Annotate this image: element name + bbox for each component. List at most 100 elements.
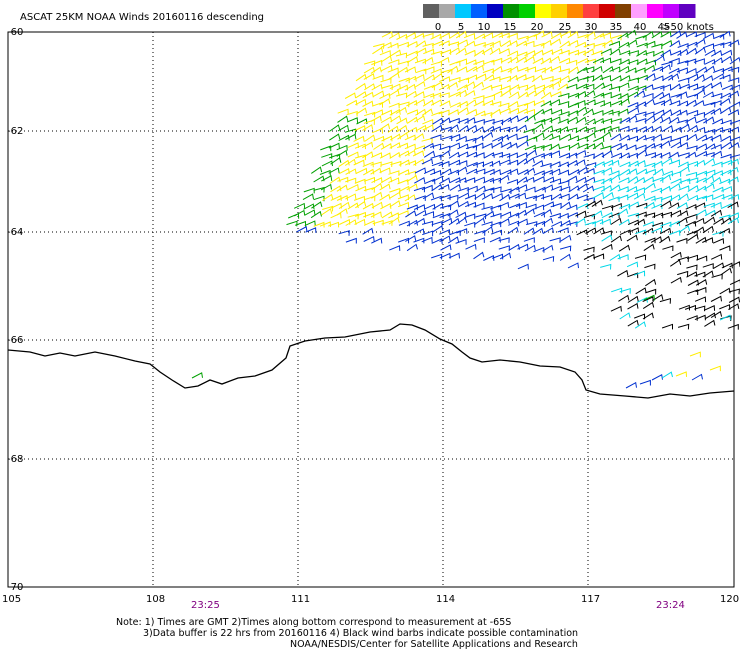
wind-barb xyxy=(687,290,697,295)
wind-barb xyxy=(634,194,645,200)
wind-barb xyxy=(498,203,509,208)
wind-barb xyxy=(501,41,511,47)
legend-swatch xyxy=(615,4,632,18)
wind-barb xyxy=(703,117,714,123)
wind-barb xyxy=(696,67,707,73)
legend-label: 5 xyxy=(458,22,464,33)
wind-barb xyxy=(465,41,475,47)
wind-barb xyxy=(704,306,715,311)
wind-barb xyxy=(676,372,687,377)
wind-barb xyxy=(482,222,492,227)
wind-barb xyxy=(645,183,656,189)
wind-barb xyxy=(345,93,356,98)
wind-barb xyxy=(348,185,359,190)
wind-barb xyxy=(550,39,560,45)
wind-barb xyxy=(533,205,544,210)
wind-barb xyxy=(651,44,662,49)
wind-barb xyxy=(730,280,740,285)
wind-barb xyxy=(593,254,603,259)
wind-barb xyxy=(643,52,654,57)
wind-barb xyxy=(686,265,697,270)
wind-barb xyxy=(396,53,407,58)
wind-barb xyxy=(660,85,671,90)
wind-barb xyxy=(600,146,611,151)
wind-barb xyxy=(415,69,425,74)
wind-barb xyxy=(541,164,552,169)
wind-barb xyxy=(304,188,314,193)
wind-barb xyxy=(585,91,595,97)
wind-barb xyxy=(430,144,441,149)
wind-barb xyxy=(671,253,682,258)
wind-barb xyxy=(466,75,477,80)
wind-barb xyxy=(636,288,647,294)
wind-barb xyxy=(559,58,570,63)
wind-barb xyxy=(585,222,596,227)
wind-barb xyxy=(405,171,415,176)
legend-swatch xyxy=(647,4,664,18)
wind-barb xyxy=(414,116,424,122)
wind-barb xyxy=(492,33,503,38)
wind-barb xyxy=(507,34,517,39)
wind-barb xyxy=(696,119,707,124)
wind-barb xyxy=(559,51,569,56)
wind-barb xyxy=(491,187,502,192)
wind-barb xyxy=(730,262,740,267)
wind-barb xyxy=(476,74,487,79)
legend-swatch xyxy=(455,4,472,18)
wind-barb xyxy=(721,155,731,160)
wind-barb xyxy=(450,103,461,108)
wind-barb xyxy=(491,214,502,219)
wind-barb xyxy=(679,167,690,173)
wind-barb xyxy=(609,87,620,92)
wind-barb xyxy=(601,231,612,236)
wind-barb xyxy=(305,210,316,215)
wind-barb xyxy=(695,297,706,302)
wind-barb xyxy=(560,236,571,242)
wind-barb xyxy=(636,145,647,150)
wind-barb xyxy=(577,127,588,132)
wind-barb xyxy=(592,211,603,217)
wind-barb xyxy=(466,245,477,250)
wind-barb xyxy=(424,151,434,157)
wind-barb xyxy=(464,223,475,228)
wind-barb xyxy=(431,254,442,259)
wind-barb xyxy=(337,185,348,191)
wind-barb xyxy=(617,209,627,215)
wind-barb xyxy=(611,101,622,106)
wind-barb xyxy=(702,137,713,142)
wind-barb xyxy=(371,193,382,199)
wind-barb xyxy=(424,179,435,184)
wind-barb xyxy=(380,51,391,56)
wind-barb xyxy=(389,60,399,65)
wind-barb xyxy=(611,219,622,225)
wind-barb xyxy=(713,35,724,40)
wind-barb xyxy=(371,238,382,243)
wind-barb xyxy=(541,145,552,150)
wind-barb xyxy=(363,229,373,235)
wind-barb xyxy=(388,44,399,49)
wind-barb xyxy=(431,51,442,56)
wind-barb xyxy=(558,94,569,99)
lat-label: -66 xyxy=(7,335,23,346)
wind-barb xyxy=(389,178,400,183)
wind-barb xyxy=(626,68,637,73)
wind-barb xyxy=(407,245,417,251)
wind-barb xyxy=(432,177,443,182)
wind-barb xyxy=(730,102,740,107)
wind-barb xyxy=(721,50,732,55)
wind-barb xyxy=(524,238,534,243)
wind-barb xyxy=(576,107,586,113)
wind-barb xyxy=(610,255,620,261)
legend-swatch xyxy=(471,4,488,18)
wind-barb xyxy=(703,264,713,269)
wind-barb xyxy=(593,58,604,63)
wind-barb xyxy=(490,77,500,82)
wind-barb xyxy=(559,112,569,117)
wind-barb xyxy=(577,230,588,235)
wind-barb xyxy=(696,144,707,149)
wind-barb xyxy=(482,144,493,149)
wind-barb xyxy=(449,153,460,159)
wind-barb xyxy=(533,43,544,48)
wind-barb xyxy=(640,381,650,386)
wind-barb xyxy=(482,194,493,200)
